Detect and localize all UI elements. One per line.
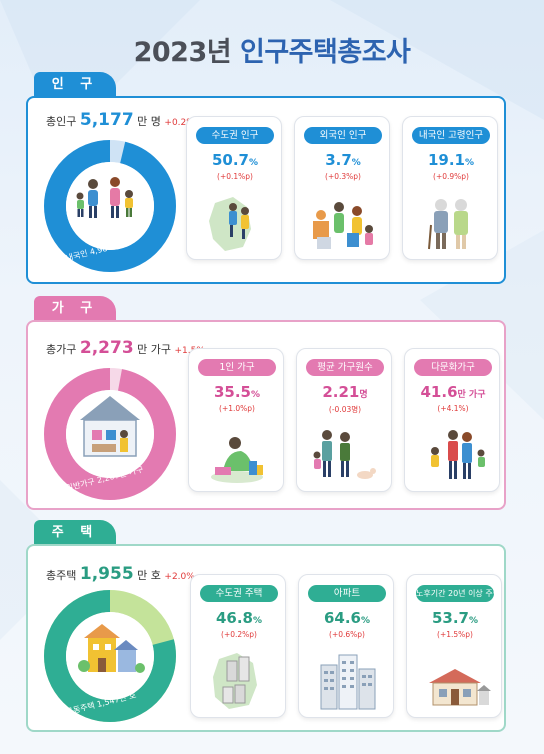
card-change: (+0.1%p) [217,172,253,181]
elderly-couple-icon [428,199,468,250]
korea-map-buildings-icon [213,653,257,709]
household-total-value: 2,273 [79,338,134,358]
card-change: (+0.2%p) [221,630,257,639]
family-icon [76,177,133,218]
card-label: 노후기간 20년 이상 주택 [416,585,494,602]
card-old-housing: 노후기간 20년 이상 주택 53.7% (+1.5%p) [406,574,502,718]
card-single-household: 1인 가구 35.5% (+1.0%p) [188,348,284,492]
housing-donut [44,590,176,722]
page-title: 2023년 인구주택총조사 [0,30,544,69]
card-label: 외국인 인구 [304,127,382,144]
population-total-change: +0.2% [164,118,195,128]
single-person-reading-icon [211,437,263,483]
foreign-family-icon [313,202,373,249]
house-family-icon [80,396,140,457]
card-change: (-0.03명) [328,405,362,414]
tab-housing: 주 택 [34,520,116,546]
housing-total-unit: 만 호 [137,569,161,582]
household-panel: 총가구 2,273 만 가구 +1.5% 일반가구 2,207만 가구 1인 가… [26,320,506,510]
card-value: 64.6% [323,609,371,627]
household-total-unit: 만 가구 [137,343,172,356]
card-label: 평균 가구원수 [306,359,384,376]
card-multicultural-household: 다문화가구 41.6만 가구 (+4.1%) [404,348,500,492]
card-foreign-population: 외국인 인구 3.7% (+0.3%p) [294,116,390,260]
population-total-unit: 만 명 [137,115,161,128]
apartment-icon [320,654,376,710]
housing-total-label: 총주택 [46,569,77,582]
card-value: 3.7% [325,151,361,169]
population-panel: 총인구 5,177 만 명 +0.2% 내국인 4,984만 명 수도권 인구 … [26,96,506,284]
family-walking-icon [313,430,376,479]
title-main: 인구주택총조사 [240,37,411,68]
household-summary: 총가구 2,273 만 가구 +1.5% [46,338,205,358]
population-donut [44,140,176,272]
tab-household: 가 구 [34,296,116,322]
title-year: 2023년 [133,37,240,68]
household-donut-arc [44,368,176,500]
housing-summary: 총주택 1,955 만 호 +2.0% [46,564,195,584]
housing-panel: 총주택 1,955 만 호 +2.0% 공동주택 1,547만 호 수도권 주택… [26,544,506,732]
card-label: 수도권 인구 [196,127,274,144]
tab-population: 인 구 [34,72,116,98]
korea-map-people-icon [209,197,251,251]
population-total-value: 5,177 [79,110,134,130]
card-value: 53.7% [431,609,479,627]
old-house-icon [429,669,491,706]
housing-donut-arc [44,590,176,722]
card-label: 내국인 고령인구 [412,127,490,144]
houses-icon [78,624,145,673]
housing-total-value: 1,955 [79,564,134,584]
household-donut [44,368,176,500]
card-label: 아파트 [308,585,386,602]
card-label: 수도권 주택 [200,585,278,602]
card-value: 50.7% [211,151,259,169]
card-value: 46.8% [215,609,263,627]
card-value: 2.21명 [322,383,368,401]
card-capital-population: 수도권 인구 50.7% (+0.1%p) [186,116,282,260]
card-change: (+1.0%p) [219,404,255,413]
card-label: 1인 가구 [198,359,276,376]
card-change: (+0.3%p) [325,172,361,181]
card-change: (+0.6%p) [329,630,365,639]
housing-total-change: +2.0% [164,572,195,582]
card-value: 19.1% [427,151,475,169]
card-avg-household-size: 평균 가구원수 2.21명 (-0.03명) [296,348,392,492]
population-donut-arc [44,140,176,272]
population-summary: 총인구 5,177 만 명 +0.2% [46,110,195,130]
multicultural-family-icon [431,430,485,479]
population-total-label: 총인구 [46,115,77,128]
card-capital-housing: 수도권 주택 46.8% (+0.2%p) [190,574,286,718]
card-change: (+0.9%p) [433,172,469,181]
card-change: (+4.1%) [437,404,469,413]
card-value: 41.6만 가구 [420,383,486,401]
household-total-label: 총가구 [46,343,77,356]
card-change: (+1.5%p) [437,630,473,639]
card-value: 35.5% [213,383,261,401]
card-elderly-population: 내국인 고령인구 19.1% (+0.9%p) [402,116,498,260]
card-apartment: 아파트 64.6% (+0.6%p) [298,574,394,718]
card-label: 다문화가구 [414,359,492,376]
